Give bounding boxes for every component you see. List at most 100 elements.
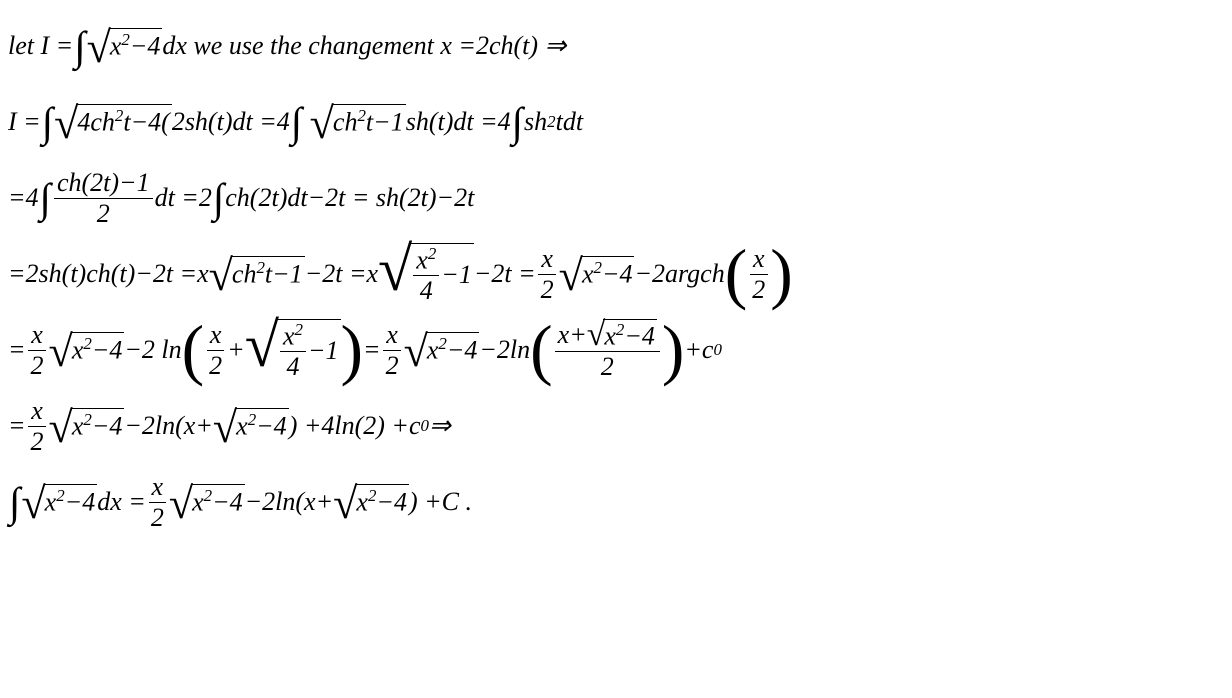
sqrt: √ ch2t−1 — [209, 256, 305, 291]
integral-sign: ∫ — [74, 22, 85, 70]
var: x — [45, 488, 57, 517]
fraction: ch(2t)−1 2 — [54, 169, 153, 227]
text: −2ln(x+ — [245, 487, 334, 517]
sqrt: √ x2−4 — [587, 319, 657, 350]
math-line-6: = x 2 √ x2−4 −2ln(x+ √ x2−4 ) +4ln(2) +c… — [8, 388, 1224, 464]
numerator: x — [28, 321, 46, 350]
denominator: 2 — [28, 351, 47, 379]
sqrt: √ x2−4 — [49, 408, 125, 443]
text: −4 — [212, 488, 243, 517]
text: = — [363, 335, 381, 365]
denominator: 2 — [749, 275, 768, 303]
text: −4 — [65, 488, 96, 517]
integral-sign: ∫ — [213, 174, 224, 222]
fraction: x 2 — [28, 321, 47, 379]
subscript: 0 — [713, 340, 721, 360]
numerator: x — [207, 321, 225, 350]
text: −4 — [624, 322, 655, 351]
denominator: 2 — [148, 503, 167, 531]
text: −2ln — [479, 335, 530, 365]
math-line-1: let I = ∫ √ x2−4 dx we use the changemen… — [8, 8, 1224, 84]
text: = — [8, 411, 26, 441]
var: x — [356, 488, 368, 517]
text: x+ — [558, 321, 587, 348]
math-line-3: =4 ∫ ch(2t)−1 2 dt =2 ∫ ch(2t)dt−2t = sh… — [8, 160, 1224, 236]
fraction: x 2 — [383, 321, 402, 379]
var: x — [427, 336, 439, 365]
text: −4 — [447, 336, 478, 365]
fraction: x2 4 — [280, 321, 306, 380]
text: 2sh(t)dt =4 — [172, 107, 290, 137]
text: −2t = — [474, 259, 536, 289]
text: −4 — [376, 488, 407, 517]
math-line-5: = x 2 √ x2−4 −2 ln ( x 2 + √ x2 4 −1 ) =… — [8, 312, 1224, 388]
var: x — [192, 488, 204, 517]
var: x — [72, 336, 84, 365]
numerator: x — [538, 245, 556, 274]
sqrt: √ ch2t−1 — [310, 104, 406, 139]
sqrt: √ x2−4 — [87, 28, 163, 63]
sqrt: √ x2−4 — [213, 408, 289, 443]
text: = — [8, 335, 26, 365]
text: −2t =x — [305, 259, 378, 289]
numerator: x — [750, 245, 768, 274]
var: x — [236, 412, 248, 441]
text: −1 — [308, 336, 339, 366]
sqrt: √ x2 4 −1 — [378, 243, 474, 304]
integral-sign: ∫ — [40, 174, 51, 222]
fraction: x+ √ x2−4 2 — [555, 319, 660, 380]
denominator: 2 — [538, 275, 557, 303]
numerator: x — [149, 473, 167, 502]
text: −2ln(x+ — [124, 411, 213, 441]
text: −4 — [92, 336, 123, 365]
text: −2argch — [634, 259, 724, 289]
denominator: 2 — [28, 427, 47, 455]
numerator: x — [383, 321, 401, 350]
sqrt: √ x2−4 — [49, 332, 125, 367]
denominator: 2 — [598, 352, 617, 380]
text: dx we use the changement x =2ch(t) ⇒ — [162, 31, 566, 61]
text: +c — [684, 335, 713, 365]
text: let I = — [8, 31, 73, 61]
text: =4 — [8, 183, 39, 213]
text: ⇒ — [429, 411, 451, 441]
math-line-2: I = ∫ √ 4ch2t−4( 2sh(t)dt =4 ∫ √ ch2t−1 … — [8, 84, 1224, 160]
denominator: 2 — [206, 351, 225, 379]
text: −2 ln — [124, 335, 181, 365]
text: ) +C . — [409, 487, 472, 517]
integral-sign: ∫ — [9, 478, 20, 526]
text: ) +4ln(2) +c — [289, 411, 421, 441]
text: tdt — [556, 107, 583, 137]
text: ch — [232, 260, 257, 289]
sqrt: √ x2 4 −1 — [245, 319, 341, 380]
text: ch — [333, 108, 358, 137]
text: −4 — [92, 412, 123, 441]
fraction: x2 4 — [413, 245, 439, 304]
text: sh — [524, 107, 547, 137]
sqrt: √ x2−4 — [404, 332, 480, 367]
subscript: 0 — [421, 416, 429, 436]
sqrt: √ x2−4 — [559, 256, 635, 291]
fraction: x 2 — [28, 397, 47, 455]
text: =2sh(t)ch(t)−2t =x — [8, 259, 209, 289]
sqrt: √ x2−4 — [21, 484, 97, 519]
math-line-7: ∫ √ x2−4 dx = x 2 √ x2−4 −2ln(x+ √ x2−4 … — [8, 464, 1224, 540]
denominator: 4 — [417, 276, 436, 304]
text: t−4( — [123, 108, 169, 137]
text: −4 — [602, 260, 633, 289]
var: x — [72, 412, 84, 441]
text: dt =2 — [155, 183, 212, 213]
text: −4 — [130, 32, 161, 61]
numerator: x — [283, 322, 295, 351]
sqrt: √ 4ch2t−4( — [54, 104, 172, 139]
var: x — [582, 260, 594, 289]
text: −1 — [441, 260, 472, 290]
text: I = — [8, 107, 41, 137]
sqrt: √ x2−4 — [169, 484, 245, 519]
denominator: 2 — [383, 351, 402, 379]
text: sh(t)dt =4 — [406, 107, 511, 137]
fraction: x 2 — [749, 245, 768, 303]
sqrt: √ x2−4 — [333, 484, 409, 519]
denominator: 4 — [283, 352, 302, 380]
numerator: ch(2t)−1 — [54, 169, 153, 198]
